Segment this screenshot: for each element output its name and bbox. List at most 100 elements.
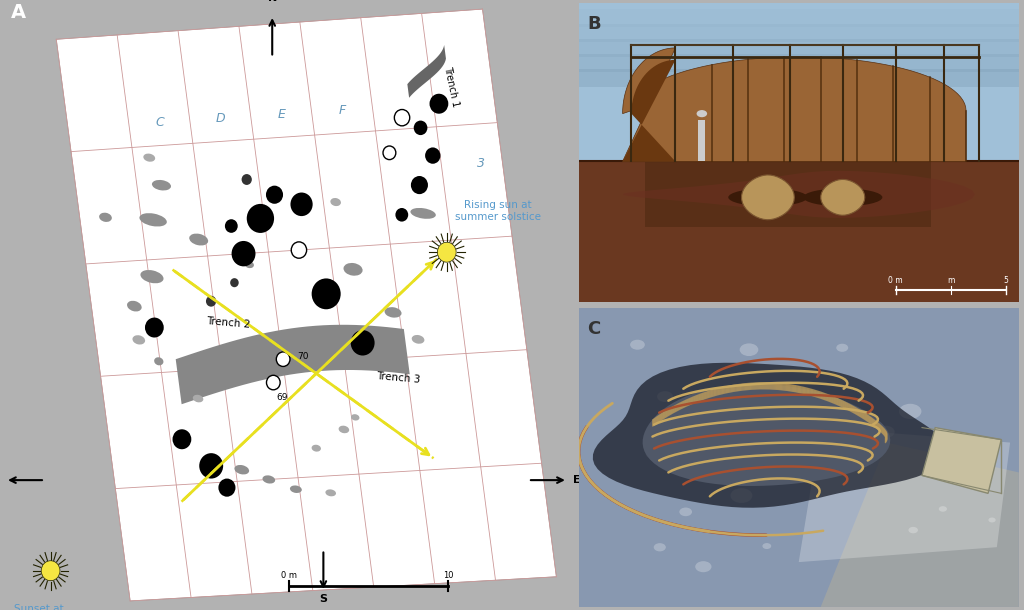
Polygon shape (623, 48, 966, 162)
Circle shape (899, 404, 922, 419)
Ellipse shape (412, 335, 424, 343)
Circle shape (247, 204, 274, 233)
Circle shape (739, 343, 759, 356)
Text: A: A (11, 3, 26, 22)
Polygon shape (741, 175, 795, 220)
Ellipse shape (193, 395, 204, 403)
Circle shape (218, 479, 236, 497)
Text: F: F (339, 104, 346, 117)
Ellipse shape (311, 445, 321, 451)
Circle shape (230, 278, 239, 287)
Polygon shape (799, 428, 1010, 562)
Text: E: E (573, 475, 581, 485)
Text: C: C (155, 117, 164, 129)
Ellipse shape (143, 154, 156, 162)
Circle shape (41, 561, 60, 581)
Polygon shape (593, 363, 947, 508)
Circle shape (787, 470, 795, 475)
Text: 10: 10 (443, 571, 454, 580)
Text: 0 m: 0 m (888, 276, 903, 284)
Circle shape (383, 146, 396, 160)
Ellipse shape (253, 219, 269, 229)
Ellipse shape (139, 213, 167, 226)
Text: m: m (947, 276, 954, 284)
Circle shape (679, 508, 692, 516)
Circle shape (646, 450, 659, 458)
Circle shape (200, 453, 223, 479)
Polygon shape (623, 60, 676, 162)
Circle shape (730, 488, 753, 503)
Text: Sunset at
winter solstice: Sunset at winter solstice (1, 604, 77, 610)
Text: Trench 1: Trench 1 (441, 66, 460, 109)
Circle shape (172, 429, 191, 449)
Circle shape (653, 543, 666, 551)
Circle shape (429, 94, 449, 113)
Text: N: N (267, 0, 276, 3)
Ellipse shape (326, 489, 336, 497)
Ellipse shape (140, 270, 164, 283)
Ellipse shape (331, 198, 341, 206)
Text: Trench 2: Trench 2 (206, 317, 251, 330)
Circle shape (395, 208, 409, 221)
Circle shape (414, 121, 427, 135)
Ellipse shape (132, 336, 145, 345)
Circle shape (695, 561, 712, 572)
Ellipse shape (99, 213, 112, 222)
Circle shape (861, 448, 878, 460)
Circle shape (276, 352, 290, 367)
Circle shape (696, 110, 708, 117)
Bar (579, 24, 1019, 42)
Text: C: C (588, 320, 601, 338)
Ellipse shape (262, 475, 275, 484)
Circle shape (425, 148, 440, 163)
Circle shape (350, 330, 375, 356)
Circle shape (266, 185, 283, 204)
Text: 5: 5 (1004, 276, 1008, 284)
Text: 69: 69 (276, 393, 288, 402)
Circle shape (657, 391, 673, 402)
Circle shape (939, 506, 947, 512)
Polygon shape (56, 9, 556, 601)
Ellipse shape (339, 426, 349, 433)
Circle shape (311, 278, 341, 309)
Bar (579, 162, 1019, 302)
Ellipse shape (411, 208, 436, 219)
Polygon shape (176, 325, 410, 404)
Ellipse shape (385, 307, 401, 318)
Circle shape (437, 242, 456, 262)
Circle shape (681, 447, 697, 458)
Text: Rising sun at
summer solstice: Rising sun at summer solstice (455, 201, 541, 222)
Text: D: D (215, 112, 225, 125)
Circle shape (242, 174, 252, 185)
Ellipse shape (189, 234, 208, 245)
Circle shape (630, 340, 645, 350)
Bar (645, 162, 931, 227)
Circle shape (813, 404, 824, 412)
Polygon shape (820, 443, 1019, 607)
Bar (579, 3, 1019, 176)
Circle shape (291, 242, 306, 258)
Ellipse shape (152, 180, 171, 190)
Circle shape (394, 110, 410, 126)
Ellipse shape (343, 263, 362, 276)
Ellipse shape (351, 414, 359, 420)
Circle shape (206, 296, 216, 307)
Circle shape (225, 219, 238, 233)
Circle shape (231, 241, 255, 267)
Bar (579, 54, 1019, 72)
Text: Trench 3: Trench 3 (376, 371, 421, 386)
Circle shape (763, 543, 771, 549)
Bar (579, 9, 1019, 27)
Ellipse shape (155, 357, 164, 365)
Bar (579, 69, 1019, 87)
Text: E: E (278, 108, 285, 121)
Circle shape (291, 193, 312, 216)
Circle shape (411, 176, 428, 194)
Text: B: B (588, 15, 601, 33)
Ellipse shape (728, 188, 808, 206)
Polygon shape (643, 384, 890, 486)
Bar (698, 120, 706, 162)
Ellipse shape (803, 188, 883, 206)
Ellipse shape (127, 301, 141, 312)
Text: 0 m: 0 m (282, 571, 297, 580)
